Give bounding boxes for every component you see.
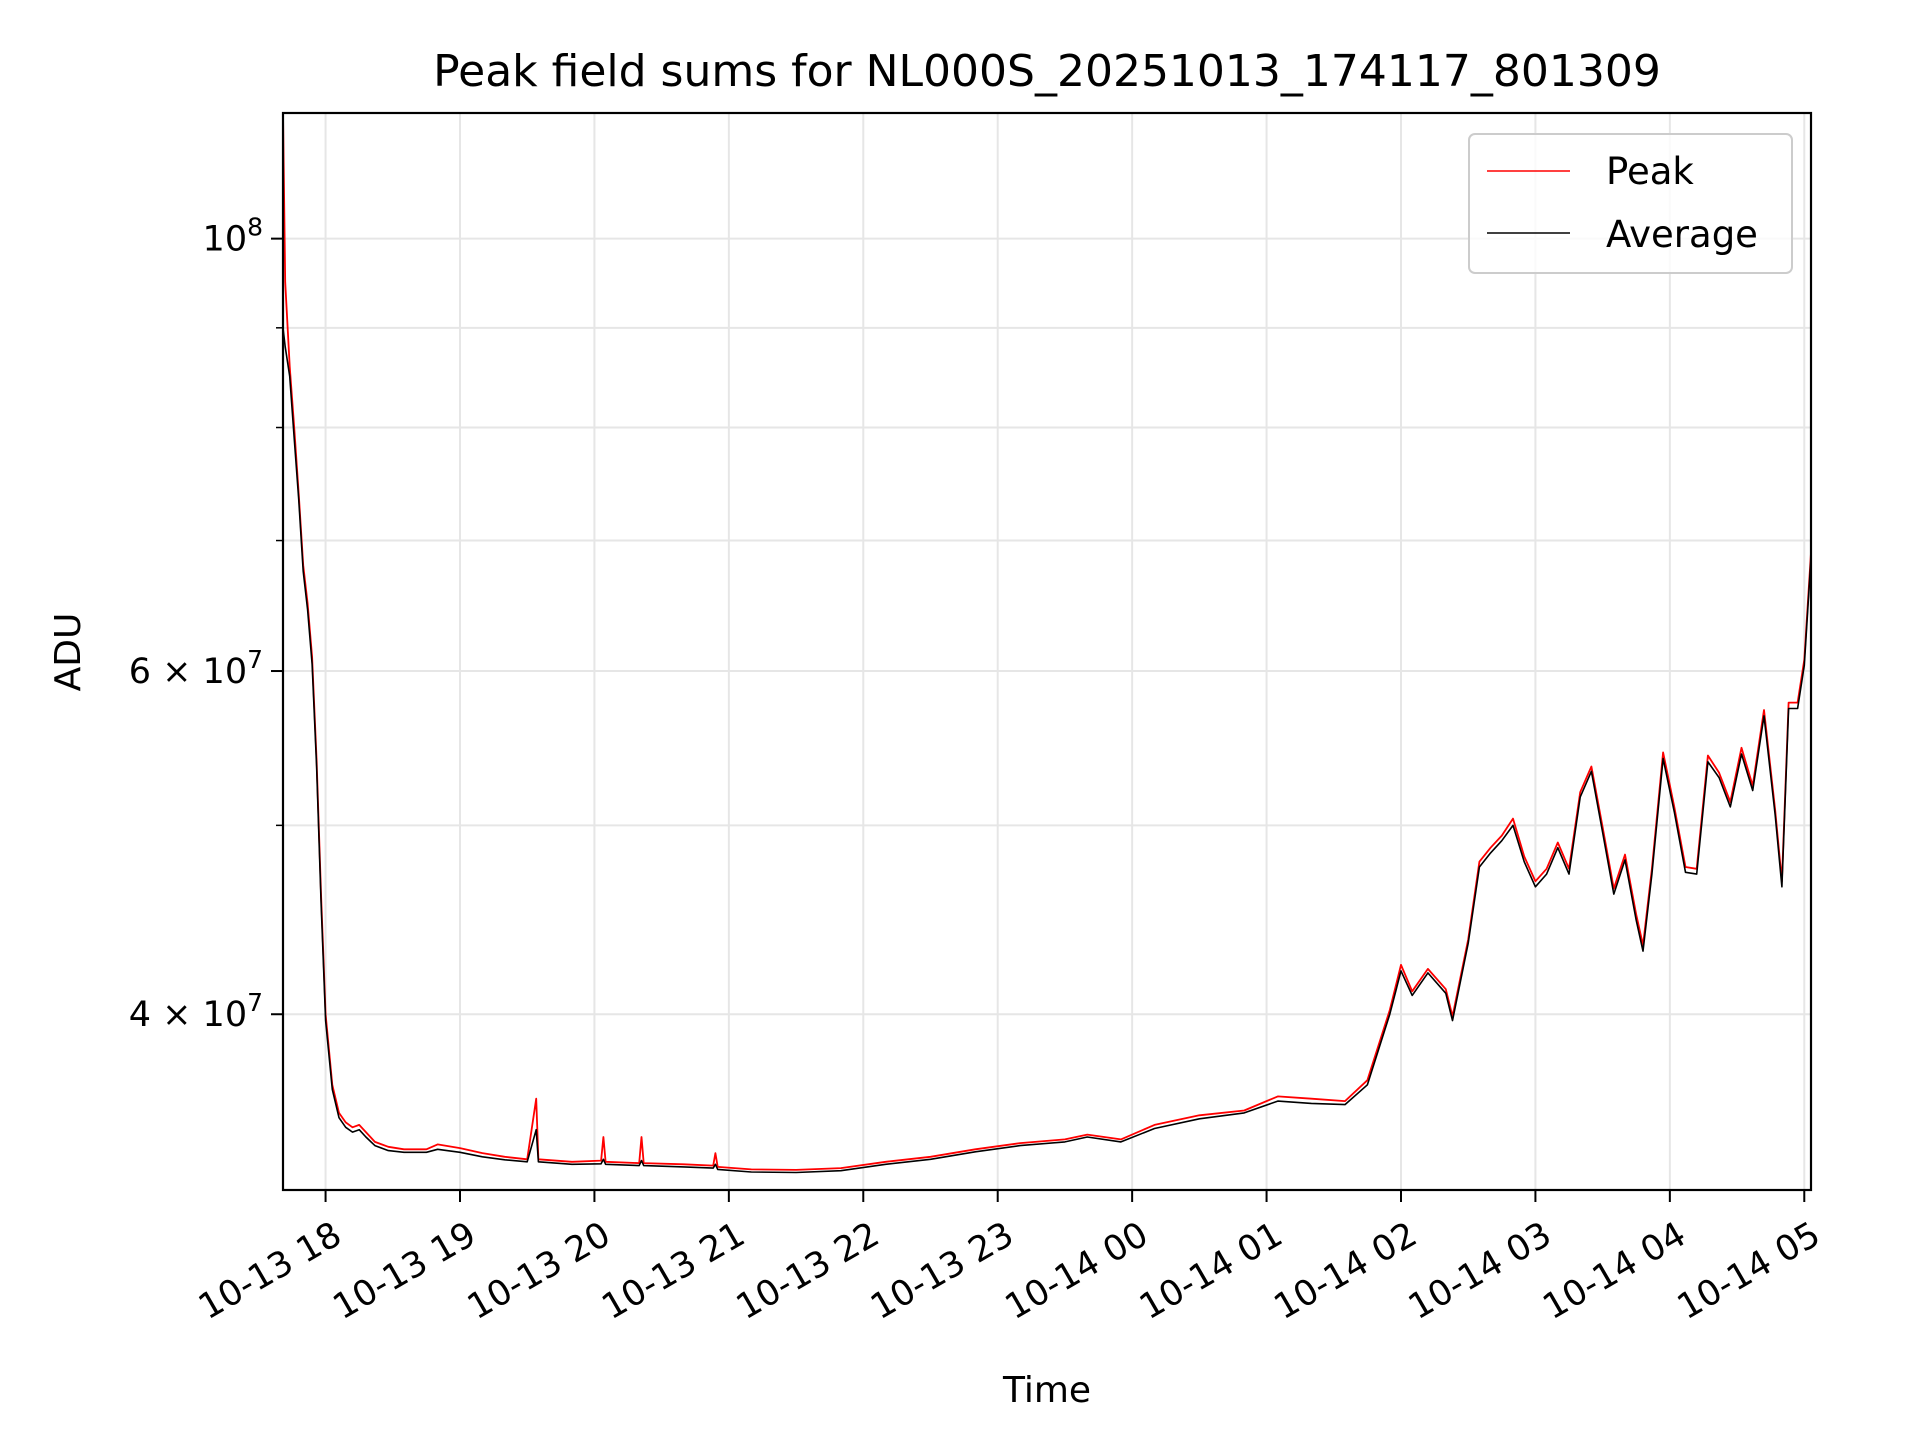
y-tick-mantissa: 6 × [129,652,203,692]
y-tick-mantissa: 4 × [129,995,203,1035]
y-tick-exponent: 7 [247,988,263,1017]
y-tick-label: 6 × 107 [129,645,263,692]
x-axis-label: Time [1002,1370,1091,1411]
grid [283,113,1811,1190]
plot-frame [281,111,1813,1192]
legend-box [1468,133,1793,274]
y-tick-label: 108 [203,213,263,260]
y-tick-base: 10 [203,652,248,692]
legend-label-peak: Peak [1606,150,1694,193]
chart-title: Peak field sums for NL000S_20251013_1741… [433,46,1661,97]
y-tick-exponent: 8 [247,213,263,242]
legend-label-average: Average [1606,213,1758,256]
y-tick-label: 4 × 107 [129,988,263,1035]
y-tick-base: 10 [203,220,248,260]
series-line-average [283,327,1811,1174]
legend: Peak Average [1468,133,1793,274]
y-tick-exponent: 7 [247,645,263,674]
y-tick-base: 10 [203,995,248,1035]
y-axis-label: ADU [48,613,89,692]
plot-area [283,113,1811,1174]
